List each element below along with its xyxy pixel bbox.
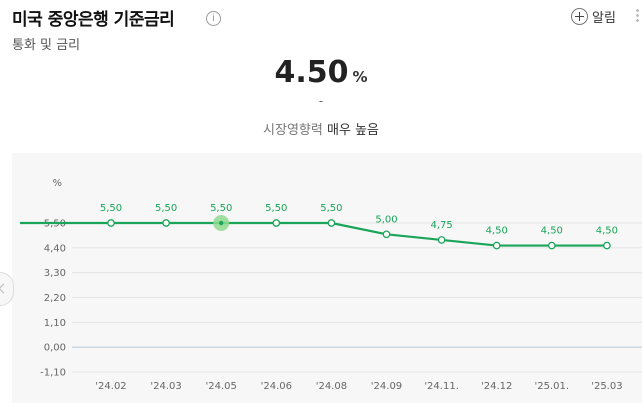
market-impact-label: 시장영향력 [263,123,323,138]
rate-display: 4.50% [0,55,642,90]
x-tick-label: '25.01. [535,381,570,392]
rate-value: 4.50 [274,55,349,90]
series-line [20,221,607,247]
x-tick-label: '24.08 [316,381,347,392]
x-tick-label: '24.02 [95,381,126,392]
category-label: 통화 및 금리 [12,38,81,53]
x-tick-label: '24.09 [371,381,402,392]
data-label: 5,50 [320,203,342,214]
data-label: 4,50 [486,226,508,237]
data-label: 5,50 [210,203,232,214]
rate-unit: % [352,68,368,86]
alarm-label: 알림 [592,10,616,26]
chart-panel [12,153,642,403]
rate-change: - [318,94,324,108]
data-point [327,219,336,227]
y-tick-label: 1,10 [44,318,66,329]
market-impact-level: 매우 높음 [326,123,379,138]
y-tick-label: 4,40 [44,243,66,254]
data-label: 5,50 [265,203,287,214]
info-icon[interactable]: i [206,11,221,26]
y-axis-unit: % [52,178,62,189]
page-title: 미국 중앙은행 기준금리 [12,10,175,30]
data-point [272,219,281,227]
data-label: 4,75 [430,220,452,231]
data-label: 5,50 [100,203,122,214]
market-impact: 시장영향력 매우 높음 [0,119,642,138]
data-point [162,219,170,227]
data-point [603,241,611,250]
data-point [547,241,556,250]
data-label: 4,50 [596,226,618,237]
more-icon[interactable] [636,8,639,24]
data-point [492,241,501,250]
y-tick-label: 2,20 [44,293,66,304]
data-point [107,219,115,227]
x-tick-label: '24.12 [481,381,512,392]
data-label: 5,50 [155,203,177,214]
alarm-button[interactable]: 알림 [571,6,616,26]
data-point [437,236,446,244]
plus-icon [571,7,588,25]
data-label: 5,00 [375,214,397,225]
data-label: 4,50 [541,226,563,237]
y-tick-label: 3,30 [44,268,66,279]
data-point [382,230,391,239]
y-tick-label: -1,10 [40,368,66,379]
data-point [219,220,224,226]
x-tick-label: '24.03 [150,381,181,392]
x-tick-label: '24.06 [261,381,292,392]
rate-chart[interactable]: % 5,50 4,40 3,30 2,20 1,10 0,00 -1,10 '24.02 '24.… [0,153,642,403]
x-tick-label: '25.03 [591,381,622,392]
x-tick-label: '24.11. [424,381,459,392]
y-tick-label: 0,00 [44,343,66,354]
x-tick-label: '24.05 [206,381,237,392]
